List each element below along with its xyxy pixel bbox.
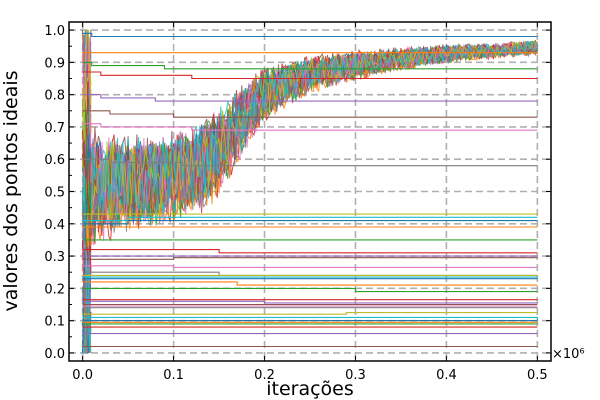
y-tick-label: 0.5	[44, 186, 65, 201]
plateau-series-line	[82, 300, 538, 304]
plateau-series-line	[82, 71, 538, 80]
y-tick-label: 0.8	[44, 89, 65, 104]
plateau-series-line	[82, 123, 538, 131]
y-tick-label: 0.6	[44, 153, 65, 168]
x-tick-label: 0.4	[436, 368, 457, 383]
y-tick-label: 0.3	[44, 250, 65, 265]
plateau-series-line	[82, 216, 538, 222]
x-tick-label: 0.5	[527, 368, 548, 383]
x-tick-label: 0.2	[254, 368, 275, 383]
x-axis-multiplier-label: ×10⁶	[552, 347, 585, 362]
plateau-series-line	[82, 312, 538, 315]
y-tick-label: 0.9	[44, 56, 65, 71]
plateau-series-line	[82, 220, 538, 225]
initial-burst-line	[82, 29, 92, 141]
x-tick-label: 0.0	[72, 368, 93, 383]
y-tick-label: 0.7	[44, 121, 65, 136]
converging-series-line	[82, 40, 538, 215]
initial-burst-line	[82, 266, 92, 354]
plateau-series-group	[82, 32, 538, 348]
x-tick-label: 0.1	[163, 368, 184, 383]
plateau-series-line	[82, 281, 538, 286]
y-tick-label: 0.0	[44, 347, 65, 362]
plateau-series-line	[82, 61, 538, 70]
x-tick-label: 0.3	[345, 368, 366, 383]
x-axis-label: iterações	[266, 378, 354, 400]
y-axis-label: valores dos pontos ideais	[0, 70, 22, 311]
plateau-series-line	[82, 94, 538, 102]
initial-burst-line	[82, 303, 92, 354]
y-tick-label: 0.1	[44, 315, 65, 330]
plateau-series-line	[82, 265, 538, 268]
plateau-series-line	[82, 32, 538, 38]
initial-burst-line	[82, 129, 92, 274]
plateau-series-line	[82, 158, 538, 167]
axes: 0.0 0.1 0.2 0.3 0.4 0.5 0.6 0.7 0.8 0.9 1.0 0.0 0.1 0…	[44, 21, 552, 383]
plateau-series-line	[82, 110, 538, 118]
converging-series-line	[82, 44, 538, 248]
plateau-series-line	[82, 257, 538, 260]
plateau-series-line	[82, 249, 538, 254]
plateau-series-line	[82, 316, 538, 321]
y-tick-label: 1.0	[44, 24, 65, 39]
y-tick-label: 0.2	[44, 282, 65, 297]
y-tick-label: 0.4	[44, 218, 65, 233]
plateau-series-line	[82, 287, 538, 293]
